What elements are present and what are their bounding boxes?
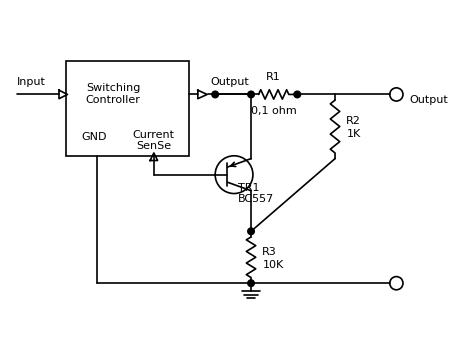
Text: Output: Output	[211, 77, 249, 87]
Text: 0,1 ohm: 0,1 ohm	[251, 106, 297, 116]
Circle shape	[248, 280, 254, 287]
Circle shape	[390, 276, 403, 290]
Circle shape	[212, 91, 219, 98]
Bar	[66, 62, 189, 156]
Text: 1K: 1K	[346, 129, 360, 139]
Circle shape	[294, 91, 301, 98]
Text: R3: R3	[262, 247, 277, 257]
Text: R1: R1	[266, 72, 281, 82]
Circle shape	[215, 156, 253, 194]
Text: Input: Input	[17, 77, 46, 87]
Text: BC557: BC557	[238, 194, 274, 204]
Circle shape	[248, 91, 254, 98]
Text: Output: Output	[410, 95, 448, 105]
Text: GND: GND	[81, 132, 107, 142]
Text: 10K: 10K	[262, 260, 284, 270]
Text: TR1: TR1	[238, 183, 259, 193]
Text: Current: Current	[133, 130, 175, 140]
Text: R2: R2	[346, 116, 361, 126]
Circle shape	[248, 228, 254, 235]
Text: Controller: Controller	[86, 95, 141, 105]
Text: Switching: Switching	[86, 83, 140, 93]
Circle shape	[390, 88, 403, 101]
Text: SenSe: SenSe	[136, 141, 171, 151]
